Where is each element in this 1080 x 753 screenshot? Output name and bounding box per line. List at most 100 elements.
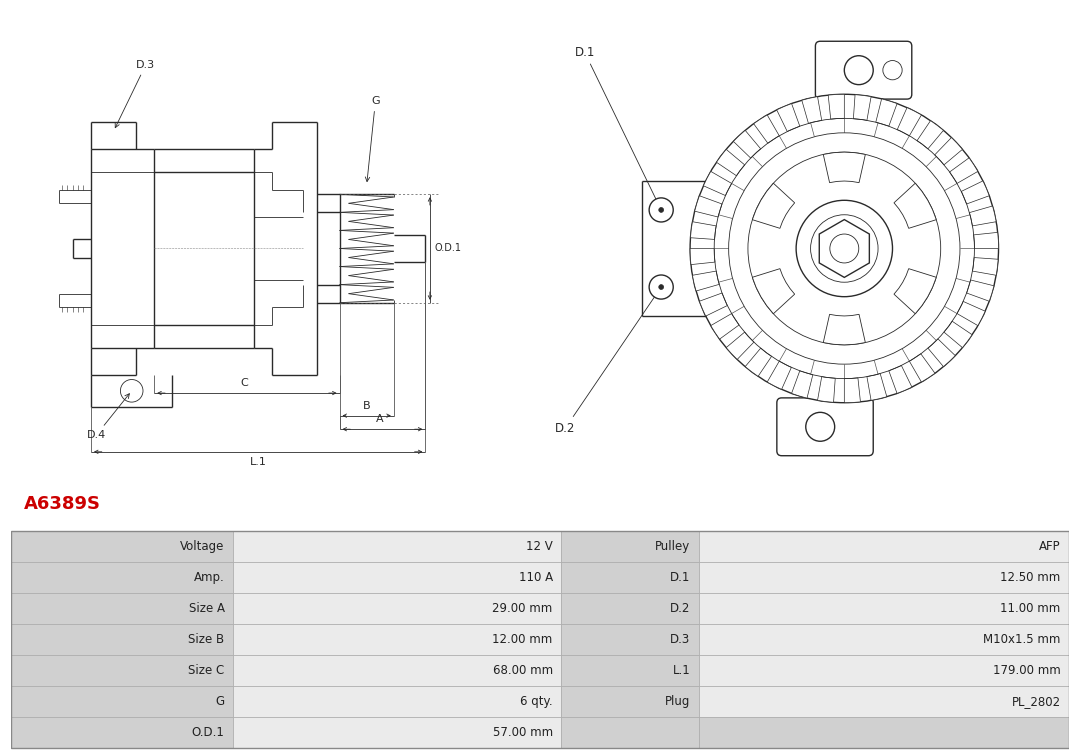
Polygon shape [957,301,985,325]
Text: Size B: Size B [189,633,225,645]
Text: A6389S: A6389S [24,495,100,514]
Polygon shape [753,269,795,314]
Bar [562,686,699,717]
Bar [699,623,1069,654]
Text: 11.00 mm: 11.00 mm [1000,602,1061,614]
Polygon shape [961,181,989,204]
Polygon shape [928,339,955,367]
Bar [233,623,562,654]
Polygon shape [974,233,999,248]
Text: 6 qty.: 6 qty. [521,694,553,708]
Text: D.3: D.3 [116,59,156,128]
Bar [699,593,1069,623]
Polygon shape [823,152,865,183]
Polygon shape [949,158,977,184]
Polygon shape [818,376,835,402]
Bar [11,717,233,748]
Text: D.4: D.4 [86,394,130,441]
Bar [699,717,1069,748]
Text: D.1: D.1 [575,46,660,206]
Text: G: G [365,96,380,181]
Polygon shape [894,269,936,314]
Polygon shape [703,172,731,196]
Text: Size C: Size C [188,663,225,677]
Polygon shape [894,183,936,228]
Text: 12 V: 12 V [526,540,553,553]
Text: 12.50 mm: 12.50 mm [1000,571,1061,584]
Text: Voltage: Voltage [180,540,225,553]
Bar [562,562,699,593]
Text: 68.00 mm: 68.00 mm [492,663,553,677]
Polygon shape [909,354,935,382]
Circle shape [659,208,663,212]
Polygon shape [828,94,845,119]
Text: Pulley: Pulley [656,540,690,553]
Bar [11,623,233,654]
Polygon shape [867,373,887,401]
Polygon shape [853,95,872,120]
Text: L.1: L.1 [673,663,690,677]
Polygon shape [777,104,800,132]
Bar [233,593,562,623]
Text: D.3: D.3 [670,633,690,645]
Text: 29.00 mm: 29.00 mm [492,602,553,614]
Text: L.1: L.1 [249,457,267,468]
Bar [11,531,233,562]
Polygon shape [745,348,771,376]
Polygon shape [889,365,912,393]
Circle shape [120,380,143,402]
Bar [562,654,699,686]
Text: Amp.: Amp. [193,571,225,584]
Bar [233,562,562,593]
Polygon shape [690,221,716,239]
Bar [233,717,562,748]
Text: 179.00 mm: 179.00 mm [993,663,1061,677]
Circle shape [845,56,874,84]
Bar [699,562,1069,593]
Circle shape [796,200,892,297]
Circle shape [649,275,673,299]
Text: D.2: D.2 [555,290,659,434]
Text: A: A [377,414,384,425]
Bar [11,654,233,686]
Bar [233,654,562,686]
Polygon shape [700,293,727,316]
Polygon shape [690,248,715,264]
Polygon shape [801,96,822,123]
Bar [699,654,1069,686]
FancyBboxPatch shape [815,41,912,99]
Polygon shape [917,120,944,149]
Text: AFP: AFP [1039,540,1061,553]
Polygon shape [967,280,994,301]
Bar [233,686,562,717]
Polygon shape [970,206,996,226]
Circle shape [829,234,859,263]
Text: D.2: D.2 [670,602,690,614]
Polygon shape [845,378,861,403]
Text: O.D.1: O.D.1 [434,243,461,254]
Circle shape [649,198,673,222]
Polygon shape [726,332,754,359]
Polygon shape [897,108,921,136]
Polygon shape [972,258,998,276]
Text: 12.00 mm: 12.00 mm [492,633,553,645]
Bar [699,686,1069,717]
Text: PL_2802: PL_2802 [1012,694,1061,708]
Text: Plug: Plug [665,694,690,708]
Bar [562,593,699,623]
Polygon shape [792,370,813,398]
Circle shape [690,94,999,403]
Bar [699,531,1069,562]
Circle shape [729,133,960,364]
FancyBboxPatch shape [777,398,874,456]
Polygon shape [944,322,972,348]
Bar [562,717,699,748]
Text: O.D.1: O.D.1 [192,726,225,739]
Bar [11,593,233,623]
Text: 110 A: 110 A [518,571,553,584]
Polygon shape [694,196,723,217]
Bar [562,531,699,562]
Circle shape [882,60,902,80]
Text: D.1: D.1 [670,571,690,584]
Polygon shape [823,314,865,345]
